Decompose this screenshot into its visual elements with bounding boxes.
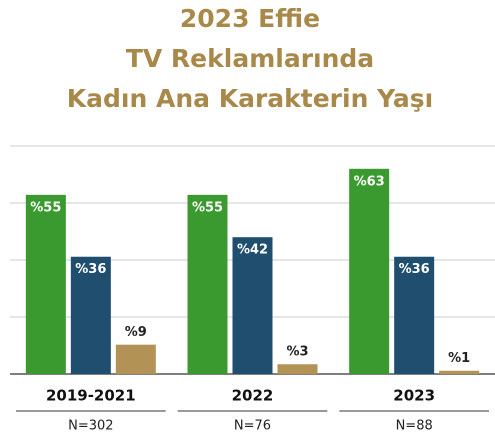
value-label: %55 (192, 200, 223, 215)
x-tick-label: 2023 (393, 387, 435, 405)
chart-title: 2023 Effie (180, 4, 320, 33)
x-tick-label: 2019-2021 (46, 387, 136, 405)
value-label: %36 (399, 262, 430, 277)
bar (349, 168, 390, 374)
value-label: %55 (30, 200, 61, 215)
bar (439, 370, 480, 374)
sample-size: N=302 (68, 419, 113, 434)
sample-size: N=88 (396, 419, 433, 434)
value-label: %36 (75, 262, 106, 277)
bar (394, 256, 435, 374)
bar (25, 194, 66, 374)
bar (115, 344, 156, 374)
chart-title: TV Reklamlarında (126, 44, 374, 73)
value-label: %1 (448, 351, 470, 366)
value-label: %9 (125, 325, 147, 340)
bar (232, 237, 273, 374)
bar (277, 364, 318, 374)
bar (187, 194, 228, 374)
chart-title: Kadın Ana Karakterin Yaşı (67, 84, 433, 113)
value-label: %3 (286, 345, 308, 360)
sample-size: N=76 (234, 419, 271, 434)
value-label: %63 (354, 174, 385, 189)
x-tick-label: 2022 (232, 387, 274, 405)
value-label: %42 (237, 243, 268, 258)
bar (70, 256, 111, 374)
